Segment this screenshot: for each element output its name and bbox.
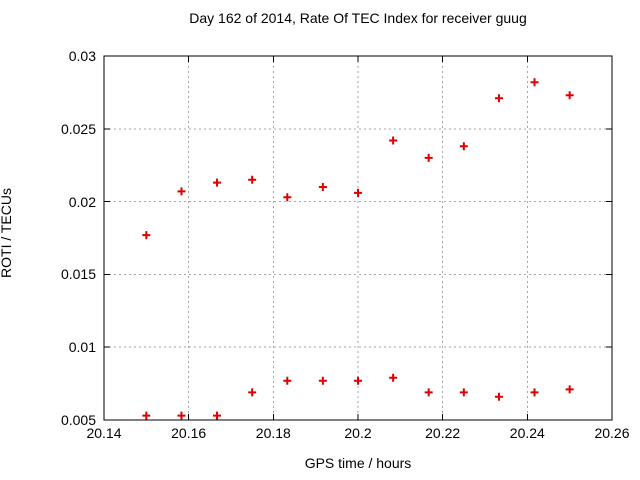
- data-point-marker: [318, 376, 327, 385]
- plot-border: [103, 55, 613, 421]
- y-tick-labels: 0.005 0.01 0.015 0.02 0.025 0.03: [0, 0, 96, 480]
- data-point-marker: [389, 373, 398, 382]
- x-tick-label: 20.24: [509, 425, 545, 441]
- x-tick-label: 20.26: [594, 425, 630, 441]
- data-point-marker: [494, 94, 503, 103]
- data-point-marker: [389, 136, 398, 145]
- data-point-marker: [213, 178, 222, 187]
- data-point-marker: [459, 142, 468, 151]
- data-point-marker: [142, 411, 151, 420]
- data-point-marker: [248, 175, 257, 184]
- y-tick-label: 0.03: [68, 48, 96, 64]
- data-point-marker: [177, 187, 186, 196]
- data-point-marker: [318, 183, 327, 192]
- data-point-marker: [283, 193, 292, 202]
- x-tick-label: 20.18: [255, 425, 291, 441]
- y-tick-label: 0.025: [60, 120, 96, 137]
- data-point-marker: [354, 376, 362, 385]
- y-tick-label: 0.02: [68, 193, 96, 210]
- data-point-marker: [213, 411, 222, 420]
- data-point-marker: [142, 231, 151, 240]
- y-tick-label: 0.005: [60, 412, 96, 428]
- chart-title: Day 162 of 2014, Rate Of TEC Index for r…: [189, 10, 527, 26]
- data-point-marker: [424, 388, 433, 397]
- x-tick-label: 20.16: [171, 425, 207, 441]
- y-tick-label: 0.015: [60, 266, 96, 283]
- x-axis-label: GPS time / hours: [304, 455, 412, 471]
- data-point-marker: [177, 411, 186, 420]
- data-point-marker: [565, 385, 574, 394]
- y-tick-label: 0.01: [68, 339, 96, 356]
- data-point-marker: [530, 388, 539, 397]
- data-point-marker: [354, 188, 362, 197]
- x-tick-label: 20.14: [86, 425, 122, 441]
- data-point-marker: [248, 388, 257, 397]
- data-point-marker: [459, 388, 468, 397]
- data-point-marker: [565, 91, 574, 100]
- data-point-marker: [424, 153, 433, 162]
- x-tick-label: 20.2: [344, 425, 372, 441]
- x-tick-label: 20.22: [425, 425, 461, 441]
- data-point-marker: [494, 392, 503, 401]
- data-point-marker: [283, 376, 292, 385]
- data-point-marker: [530, 78, 539, 87]
